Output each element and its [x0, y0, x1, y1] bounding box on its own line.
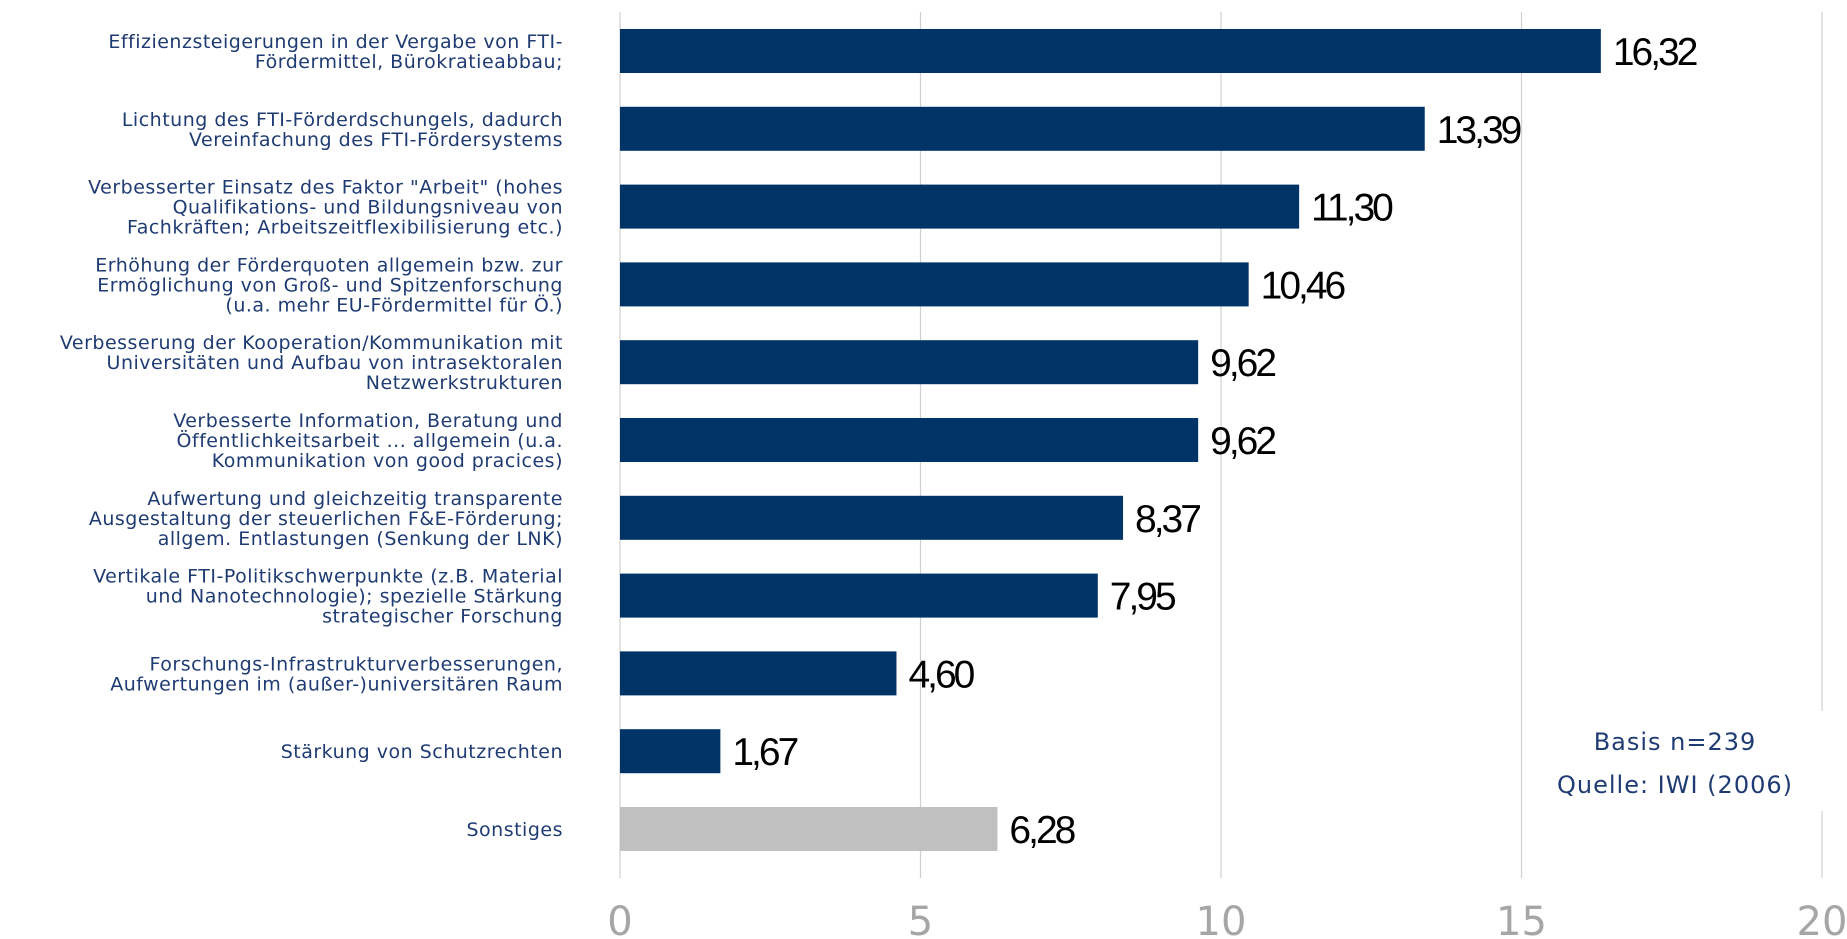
category-label-line: Forschungs-Infrastrukturverbesserungen,	[150, 653, 563, 675]
x-axis-ticks: 0 5 10 15 20	[607, 899, 1847, 939]
category-label-line: Öffentlichkeitsarbeit ... allgemein (u.a…	[176, 429, 563, 452]
category-label-line: allgem. Entlastungen (Senkung der LNK)	[158, 528, 563, 550]
category-label-line: Effizienzsteigerungen in der Vergabe von…	[108, 31, 563, 53]
category-label-line: Lichtung des FTI-Förderdschungels, dadur…	[122, 109, 563, 131]
category-label-line: Fördermittel, Bürokratieabbau;	[255, 51, 563, 73]
bar	[620, 340, 1199, 385]
x-tick-label: 15	[1496, 899, 1547, 939]
category-label-line: Sonstiges	[466, 819, 563, 841]
source-notes: Basis n=239 Quelle: IWI (2006)	[1525, 711, 1825, 811]
category-label-line: (u.a. mehr EU-Fördermittel für Ö.)	[225, 293, 563, 316]
x-tick-label: 10	[1196, 899, 1247, 939]
bar	[620, 262, 1249, 307]
bar	[620, 29, 1601, 73]
bar	[620, 184, 1300, 229]
category-label-line: Vereinfachung des FTI-Fördersystems	[189, 129, 563, 151]
category-label-line: und Nanotechnologie); spezielle Stärkung	[146, 586, 563, 608]
value-label: 10,46	[1261, 264, 1345, 307]
x-tick-label: 20	[1797, 899, 1847, 939]
bar	[620, 573, 1098, 618]
x-tick-label: 5	[908, 899, 933, 939]
value-label: 4,60	[908, 653, 974, 696]
category-label: Sonstiges	[466, 819, 563, 841]
bar	[620, 651, 897, 696]
category-label-line: Vertikale FTI-Politikschwerpunkte (z.B. …	[93, 566, 563, 588]
value-label: 11,30	[1311, 187, 1393, 230]
x-tick-label: 0	[607, 899, 632, 939]
value-label: 7,95	[1110, 576, 1176, 619]
category-label-line: Netzwerkstrukturen	[366, 372, 563, 394]
category-label: Stärkung von Schutzrechten	[281, 741, 563, 763]
category-label-line: Stärkung von Schutzrechten	[281, 741, 563, 763]
bar	[620, 106, 1425, 151]
category-label-line: Aufwertung und gleichzeitig transparente	[147, 488, 563, 510]
value-label: 16,32	[1613, 31, 1697, 74]
value-label: 9,62	[1210, 342, 1275, 385]
category-label: Verbesserte Information, Beratung und Öff…	[173, 410, 563, 472]
value-label: 1,67	[732, 731, 797, 774]
category-label-line: Fachkräften; Arbeitszeitflexibilisierung…	[127, 217, 563, 239]
category-label: Forschungs-Infrastrukturverbesserungen, A…	[110, 653, 563, 695]
bar	[620, 807, 998, 851]
value-labels: 16,3213,3911,3010,469,629,628,377,954,60…	[732, 31, 1699, 852]
category-label-line: Verbesserte Information, Beratung und	[173, 410, 563, 432]
basis-note: Basis n=239	[1594, 728, 1757, 756]
value-label: 6,28	[1009, 809, 1074, 852]
category-label: Verbesserter Einsatz des Faktor "Arbeit"…	[88, 177, 563, 239]
category-label-line: Ermöglichung von Groß- und Spitzenforsch…	[97, 274, 563, 296]
category-label: Lichtung des FTI-Förderdschungels, dadur…	[122, 109, 563, 151]
category-label-line: Verbesserter Einsatz des Faktor "Arbeit"…	[88, 177, 563, 199]
value-label: 9,62	[1210, 420, 1275, 463]
category-label: Erhöhung der Förderquoten allgemein bzw.…	[95, 254, 563, 316]
category-labels: Effizienzsteigerungen in der Vergabe von…	[60, 31, 563, 841]
category-label: Verbesserung der Kooperation/Kommunikati…	[60, 332, 563, 394]
bar	[620, 495, 1124, 540]
bar	[620, 729, 721, 774]
category-label-line: Verbesserung der Kooperation/Kommunikati…	[60, 332, 563, 354]
notes-background	[1525, 711, 1825, 811]
category-label-line: Aufwertungen im (außer-)universitären Ra…	[110, 673, 563, 695]
category-label: Effizienzsteigerungen in der Vergabe von…	[108, 31, 563, 73]
category-label-line: Ausgestaltung der steuerlichen F&E-Förde…	[89, 508, 563, 530]
bar-layer	[620, 29, 1601, 851]
category-label-line: strategischer Forschung	[322, 606, 563, 628]
source-note: Quelle: IWI (2006)	[1557, 771, 1793, 799]
category-label: Vertikale FTI-Politikschwerpunkte (z.B. …	[93, 566, 563, 628]
category-label-line: Kommunikation von good pracices)	[212, 450, 563, 472]
value-label: 8,37	[1135, 498, 1200, 541]
value-label: 13,39	[1437, 109, 1521, 152]
category-label-line: Qualifikations- und Bildungsniveau von	[173, 197, 563, 219]
category-label-line: Erhöhung der Förderquoten allgemein bzw.…	[95, 254, 563, 276]
category-label-line: Universitäten und Aufbau von intrasektor…	[107, 352, 563, 374]
category-label: Aufwertung und gleichzeitig transparente…	[89, 488, 563, 550]
bar	[620, 418, 1199, 462]
